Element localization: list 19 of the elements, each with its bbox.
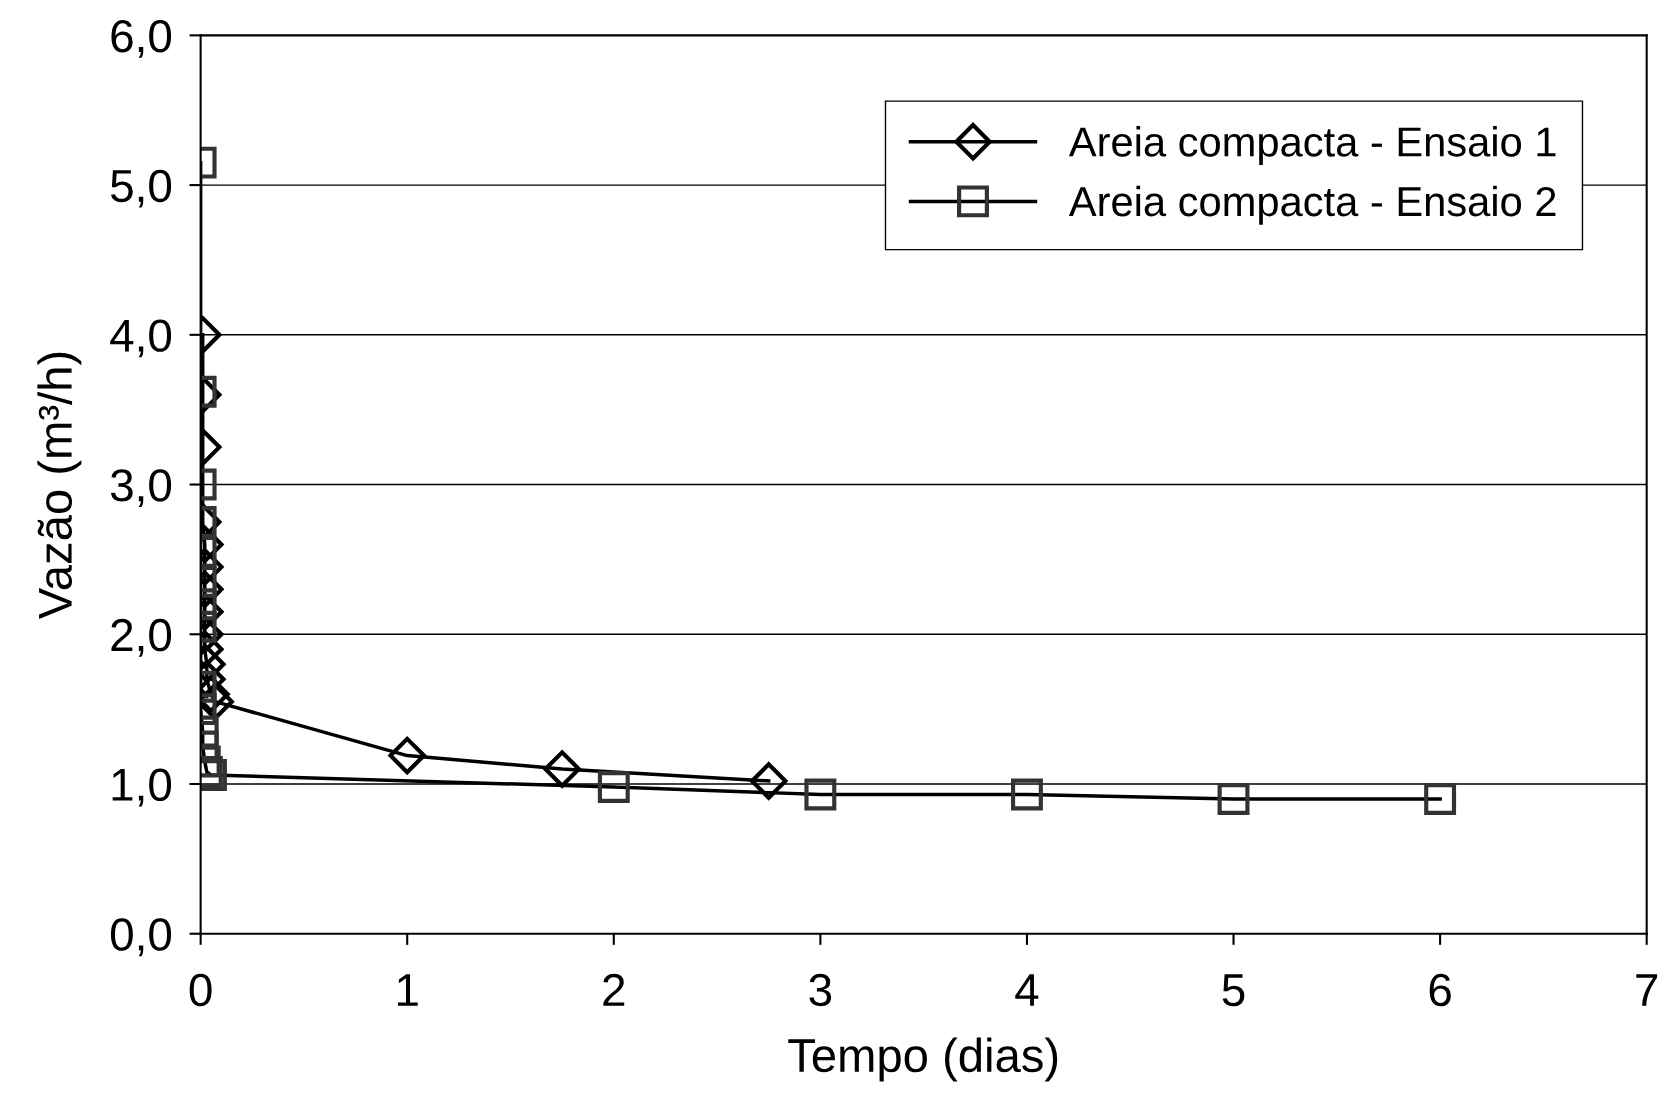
y-tick-label: 2,0	[111, 618, 172, 657]
legend-label: Areia compacta - Ensaio 1	[1068, 126, 1556, 165]
y-tick-label: 4,0	[110, 319, 172, 358]
x-tick-label: 5	[1222, 974, 1245, 1007]
y-tick-label: 5,0	[110, 169, 172, 208]
x-tick-label: 0	[189, 973, 212, 1007]
x-tick-label: 2	[603, 973, 625, 1006]
x-tick-label: 3	[809, 973, 832, 1007]
legend-label: Areia compacta - Ensaio 2	[1068, 185, 1556, 225]
x-tick-label: 4	[1015, 974, 1039, 1006]
x-tick-label: 1	[397, 974, 418, 1006]
y-tick-label: 1,0	[112, 768, 172, 807]
y-tick-label: 3,0	[110, 469, 172, 508]
x-axis-title: Tempo (dias)	[788, 1037, 1058, 1082]
x-tick-label: 7	[1636, 974, 1658, 1006]
y-axis-title: Vazão (m³/h)	[37, 352, 82, 620]
x-tick-label: 6	[1429, 973, 1451, 1007]
y-tick-label: 6,0	[111, 19, 172, 58]
y-tick-label: 0,0	[110, 918, 172, 957]
